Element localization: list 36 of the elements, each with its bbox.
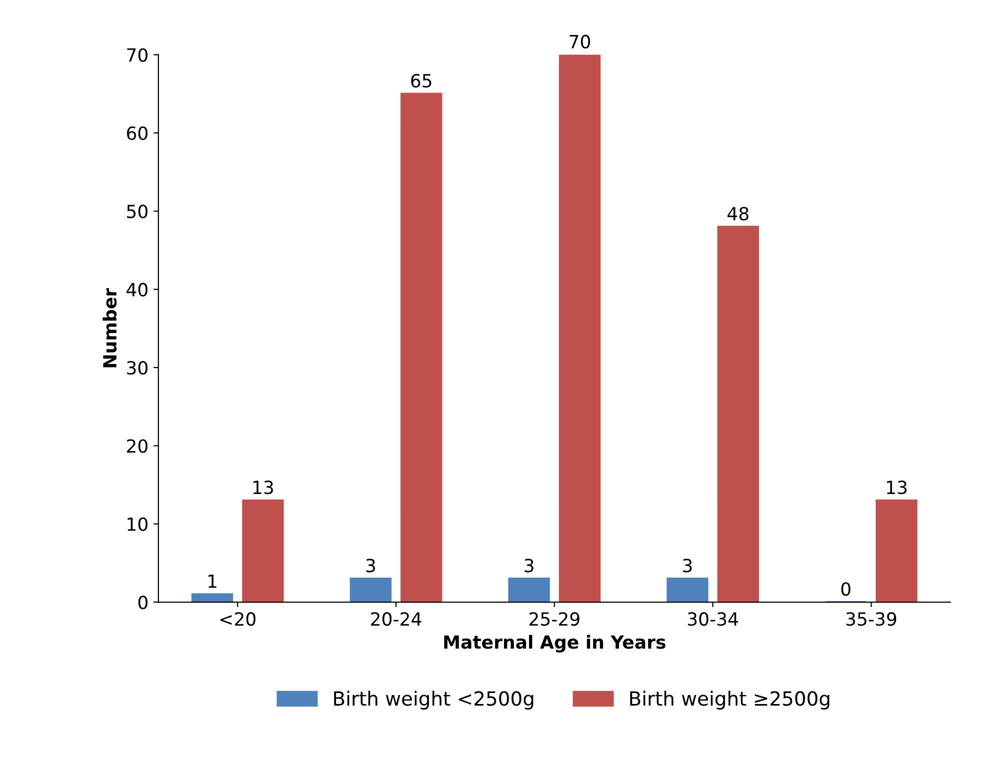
data-label: 3 (524, 558, 534, 572)
y-axis-title: Number (102, 288, 117, 368)
x-tick-label: 20-24 (371, 612, 422, 626)
data-label: 70 (570, 34, 590, 48)
data-label: 1 (208, 574, 216, 588)
x-tick-label: 25-29 (529, 612, 580, 626)
y-tick-label: 60 (126, 126, 148, 140)
x-axis-title: Maternal Age in Years (444, 634, 666, 653)
y-tick-label: 40 (126, 282, 148, 296)
data-label: 0 (841, 582, 850, 596)
y-tick-label: 30 (127, 361, 148, 375)
x-tick-label: 30-34 (688, 612, 738, 626)
data-label: 13 (887, 480, 907, 494)
bar (717, 226, 759, 602)
bar (400, 92, 442, 602)
data-label: 65 (411, 74, 432, 88)
data-label: 48 (728, 206, 748, 221)
bar (558, 54, 601, 602)
y-tick-label: 50 (127, 204, 148, 218)
bar (508, 578, 550, 602)
x-tick-label: <20 (220, 612, 256, 626)
data-label: 13 (253, 480, 273, 494)
data-label: 3 (683, 558, 692, 572)
bar (350, 578, 392, 602)
data-label: 3 (366, 558, 375, 572)
y-tick-label: 10 (128, 517, 148, 532)
x-tick-label: 35-39 (846, 612, 896, 626)
bar (666, 578, 708, 602)
bar (242, 499, 284, 602)
y-tick-label: 20 (127, 439, 148, 453)
bar (191, 593, 234, 602)
legend-label: Birth weight ≥2500g (630, 690, 830, 710)
legend-label: Birth weight <2500g (334, 690, 534, 710)
bar (876, 499, 918, 602)
y-tick-label: 0 (138, 596, 148, 610)
y-tick-label: 70 (127, 48, 148, 62)
